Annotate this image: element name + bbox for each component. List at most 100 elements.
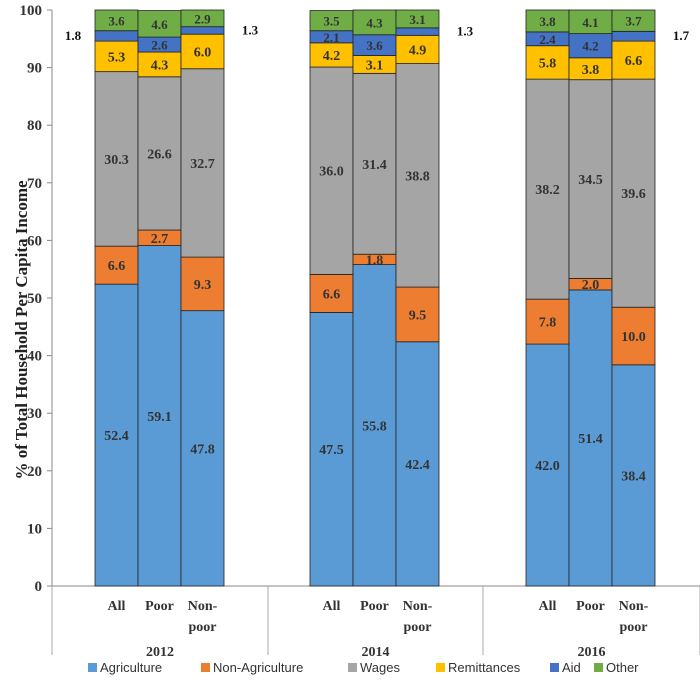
bar-segment-non-agriculture (611, 306, 656, 366)
data-label: 4.3 (151, 58, 169, 73)
data-label: 4.9 (409, 43, 427, 58)
data-label: 34.5 (578, 173, 603, 188)
bar-segment-other (352, 9, 397, 36)
legend-label: Agriculture (100, 660, 163, 675)
data-label: 5.8 (539, 56, 557, 71)
legend: Agriculture Non-Agriculture Wages Remittanc… (88, 660, 688, 678)
bar-segment-agriculture (568, 289, 613, 587)
legend-item-agriculture: Agriculture (88, 660, 162, 675)
category-label: All (539, 599, 557, 614)
data-label: 1.8 (65, 28, 82, 43)
data-label: 51.4 (578, 432, 603, 447)
category-label: Poor (576, 599, 605, 614)
bar-segment-remittances (395, 34, 440, 64)
y-tick-label: 60 (27, 233, 42, 249)
data-label: 2.9 (194, 11, 211, 26)
y-tick-label: 40 (27, 349, 42, 365)
data-label: 3.1 (409, 12, 425, 27)
bar-segment-non-agriculture (525, 298, 570, 345)
bar-segment-wages (180, 68, 225, 258)
y-axis-label: % of Total Household Per Capita Income (12, 180, 31, 480)
bar-segment-wages (395, 63, 440, 288)
year-label: 2016 (578, 645, 606, 660)
y-tick-label: 50 (27, 291, 42, 307)
data-label: 7.8 (539, 316, 557, 331)
data-label: 2.0 (582, 278, 600, 293)
bar-segment-wages (611, 78, 656, 308)
category-label: Non- (619, 599, 649, 614)
legend-swatch (201, 663, 210, 672)
bar-segment-remittances (137, 51, 182, 78)
y-tick-label: 30 (27, 406, 42, 422)
bar-segment-remittances (309, 42, 354, 68)
legend-swatch (550, 663, 559, 672)
y-tick-label: 20 (27, 464, 42, 480)
legend-swatch (436, 663, 445, 672)
bar-segment-wages (525, 78, 570, 300)
bar-segment-non-agriculture (180, 256, 225, 312)
category-label: poor (620, 620, 648, 635)
bar-segment-aid (94, 30, 139, 42)
bar-segment-other (611, 9, 656, 32)
legend-label: Other (606, 660, 639, 675)
data-label: 31.4 (362, 158, 387, 173)
data-label: 10.0 (621, 330, 646, 345)
bar-segment-aid (568, 33, 613, 59)
data-label: 3.7 (625, 14, 642, 29)
bar-segment-remittances (180, 33, 225, 70)
data-label: 38.2 (535, 183, 560, 198)
bar-segment-remittances (94, 40, 139, 73)
data-label: 3.6 (366, 38, 383, 53)
data-label: 38.4 (621, 469, 646, 484)
legend-item-remittances: Remittances (436, 660, 520, 675)
data-label: 1.3 (242, 22, 259, 37)
bar-segment-agriculture (94, 283, 139, 587)
bar-segment-aid (180, 26, 225, 35)
data-label: 55.8 (362, 419, 387, 434)
data-label: 42.4 (405, 458, 430, 473)
data-label: 42.0 (535, 459, 560, 474)
data-label: 6.6 (625, 54, 643, 69)
data-label: 5.3 (108, 50, 126, 65)
data-label: 4.2 (323, 49, 341, 64)
legend-item-aid: Aid (550, 660, 581, 675)
data-label: 9.3 (194, 278, 212, 293)
bar-segment-agriculture (525, 343, 570, 587)
legend-swatch (594, 663, 603, 672)
category-label: Poor (145, 599, 174, 614)
category-label: poor (189, 620, 217, 635)
legend-swatch (348, 663, 357, 672)
data-label: 3.5 (323, 14, 340, 29)
data-label: 36.0 (319, 165, 344, 180)
data-label: 3.6 (108, 13, 125, 28)
data-label: 38.8 (405, 169, 430, 184)
bar-segment-agriculture (137, 245, 182, 587)
data-label: 9.5 (409, 308, 427, 323)
year-label: 2012 (146, 645, 174, 660)
data-label: 2.7 (151, 232, 169, 247)
data-label: 4.1 (582, 15, 598, 30)
category-label: poor (404, 620, 432, 635)
bar-segment-wages (137, 76, 182, 231)
legend-label: Remittances (448, 660, 521, 675)
data-label: 4.3 (366, 15, 383, 30)
data-label: 39.6 (621, 187, 646, 202)
bar-segment-agriculture (180, 310, 225, 587)
bar-segment-wages (309, 66, 354, 275)
data-label: 52.4 (104, 429, 129, 444)
data-label: 3.1 (366, 58, 384, 73)
data-label: 30.3 (104, 153, 129, 168)
y-tick-label: 70 (27, 176, 42, 192)
bar-segment-remittances (611, 40, 656, 80)
data-label: 2.1 (323, 30, 339, 45)
data-label: 6.6 (323, 287, 341, 302)
category-label: Non- (188, 599, 218, 614)
y-tick-label: 90 (27, 61, 42, 77)
data-label: 6.0 (194, 45, 212, 60)
data-label: 6.6 (108, 259, 126, 274)
data-label: 2.4 (539, 32, 556, 47)
data-label: 47.5 (319, 443, 344, 458)
y-tick-label: 80 (27, 118, 42, 134)
legend-item-wages: Wages (348, 660, 400, 675)
